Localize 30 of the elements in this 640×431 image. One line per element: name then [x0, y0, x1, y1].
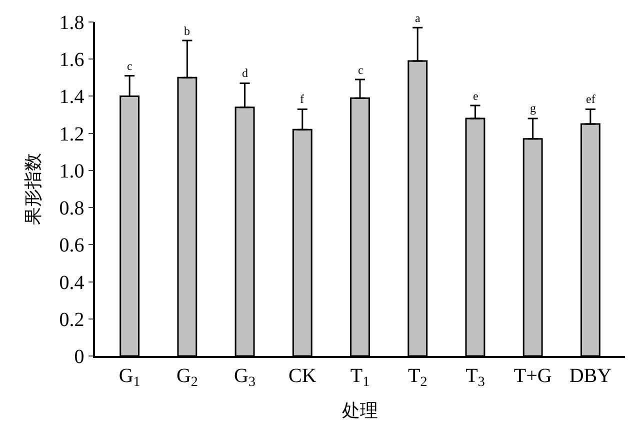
annotation: c	[358, 63, 364, 77]
x-tick-label: T$_{1}$	[350, 364, 370, 390]
y-tick-label: 0.4	[59, 272, 84, 294]
y-tick-label: 1.6	[59, 49, 84, 72]
y-tick-label: 0	[74, 346, 84, 368]
x-tick-label: T$_{3}$	[466, 364, 485, 390]
x-tick-label: T+G	[514, 364, 552, 387]
annotation: d	[242, 66, 248, 80]
annotation: c	[127, 59, 132, 73]
x-tick-label: DBY	[569, 364, 612, 387]
x-tick-label: T$_{2}$	[408, 364, 428, 390]
x-tick-label: CK	[288, 364, 317, 387]
x-tick-label: G$_{1}$	[118, 364, 140, 390]
x-tick-label: G$_{2}$	[176, 364, 198, 390]
y-tick-label: 1.4	[59, 86, 84, 108]
y-tick-label: 1.8	[59, 12, 84, 34]
annotation: e	[473, 89, 478, 103]
y-tick-label: 1.2	[59, 123, 84, 146]
y-tick-label: 0.8	[59, 198, 84, 220]
annotation: g	[530, 101, 536, 115]
y-tick-label: 0.6	[59, 234, 84, 257]
annotation: f	[300, 92, 304, 106]
y-tick-label: 0.2	[59, 308, 84, 331]
x-tick-label: G$_{3}$	[234, 364, 256, 390]
annotation: ef	[586, 92, 596, 106]
x-axis-title: 处理	[342, 400, 378, 421]
y-tick-label: 1.0	[59, 160, 84, 182]
y-axis-title: 果形指数	[22, 153, 44, 225]
annotation: b	[184, 24, 190, 38]
annotation: a	[415, 11, 421, 25]
